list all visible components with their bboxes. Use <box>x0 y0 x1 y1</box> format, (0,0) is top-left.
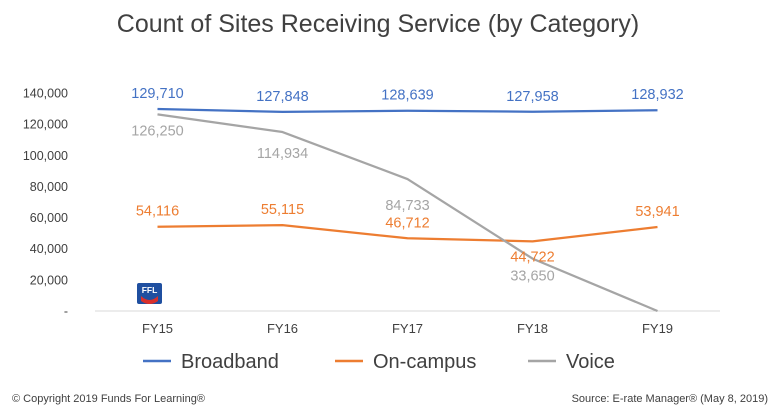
chart-title: Count of Sites Receiving Service (by Cat… <box>117 10 639 38</box>
data-label: 33,650 <box>510 269 554 285</box>
y-tick-label: 80,000 <box>30 180 68 194</box>
y-tick-label: 60,000 <box>30 211 68 225</box>
legend-label: On-campus <box>373 351 476 373</box>
data-label: 129,710 <box>131 86 183 102</box>
data-label: 84,733 <box>385 198 429 214</box>
y-tick-label: 100,000 <box>23 149 68 163</box>
copyright-text: © Copyright 2019 Funds For Learning® <box>12 393 205 405</box>
x-tick-label: FY15 <box>142 321 173 336</box>
data-label: 114,934 <box>257 146 308 162</box>
data-label: 126,250 <box>131 123 183 139</box>
legend-label: Voice <box>566 351 615 373</box>
y-tick-label: 20,000 <box>30 273 68 287</box>
x-tick-label: FY16 <box>267 321 298 336</box>
legend-label: Broadband <box>181 351 279 373</box>
data-label: 53,941 <box>635 204 679 220</box>
y-tick-label: 140,000 <box>23 87 68 101</box>
ffl-logo-text: FFL <box>142 285 158 295</box>
series-line-voice <box>157 113 658 313</box>
y-tick-label: 120,000 <box>23 118 68 132</box>
legend: Broadband On-campus Voice <box>143 351 615 373</box>
series-line-broadband <box>157 107 658 114</box>
data-label: 55,115 <box>261 202 304 218</box>
x-tick-label: FY17 <box>392 321 423 336</box>
series-lines <box>157 107 658 313</box>
data-label: 128,639 <box>381 88 433 104</box>
ffl-logo: FFL <box>137 283 162 304</box>
x-tick-label: FY19 <box>642 321 673 336</box>
source-text: Source: E-rate Manager® (May 8, 2019) <box>572 393 768 405</box>
data-label: 128,932 <box>631 87 683 103</box>
ffl-logo-swoosh <box>141 296 158 304</box>
data-label: 44,722 <box>510 249 554 265</box>
data-label: 54,116 <box>136 204 179 220</box>
y-tick-label: - <box>64 305 68 319</box>
data-label: 127,958 <box>506 89 558 105</box>
series-line-on-campus <box>157 224 658 243</box>
data-label: 46,712 <box>385 215 429 231</box>
x-tick-label: FY18 <box>517 321 548 336</box>
y-tick-label: 40,000 <box>30 242 68 256</box>
x-axis: FY15 FY16 FY17 FY18 FY19 <box>95 310 720 336</box>
data-labels: 129,710 127,848 128,639 127,958 128,932 54,11… <box>131 86 683 285</box>
y-axis: - 20,000 40,000 60,000 80,000 100,000 120,000 1… <box>23 87 68 319</box>
data-label: 127,848 <box>256 89 308 105</box>
